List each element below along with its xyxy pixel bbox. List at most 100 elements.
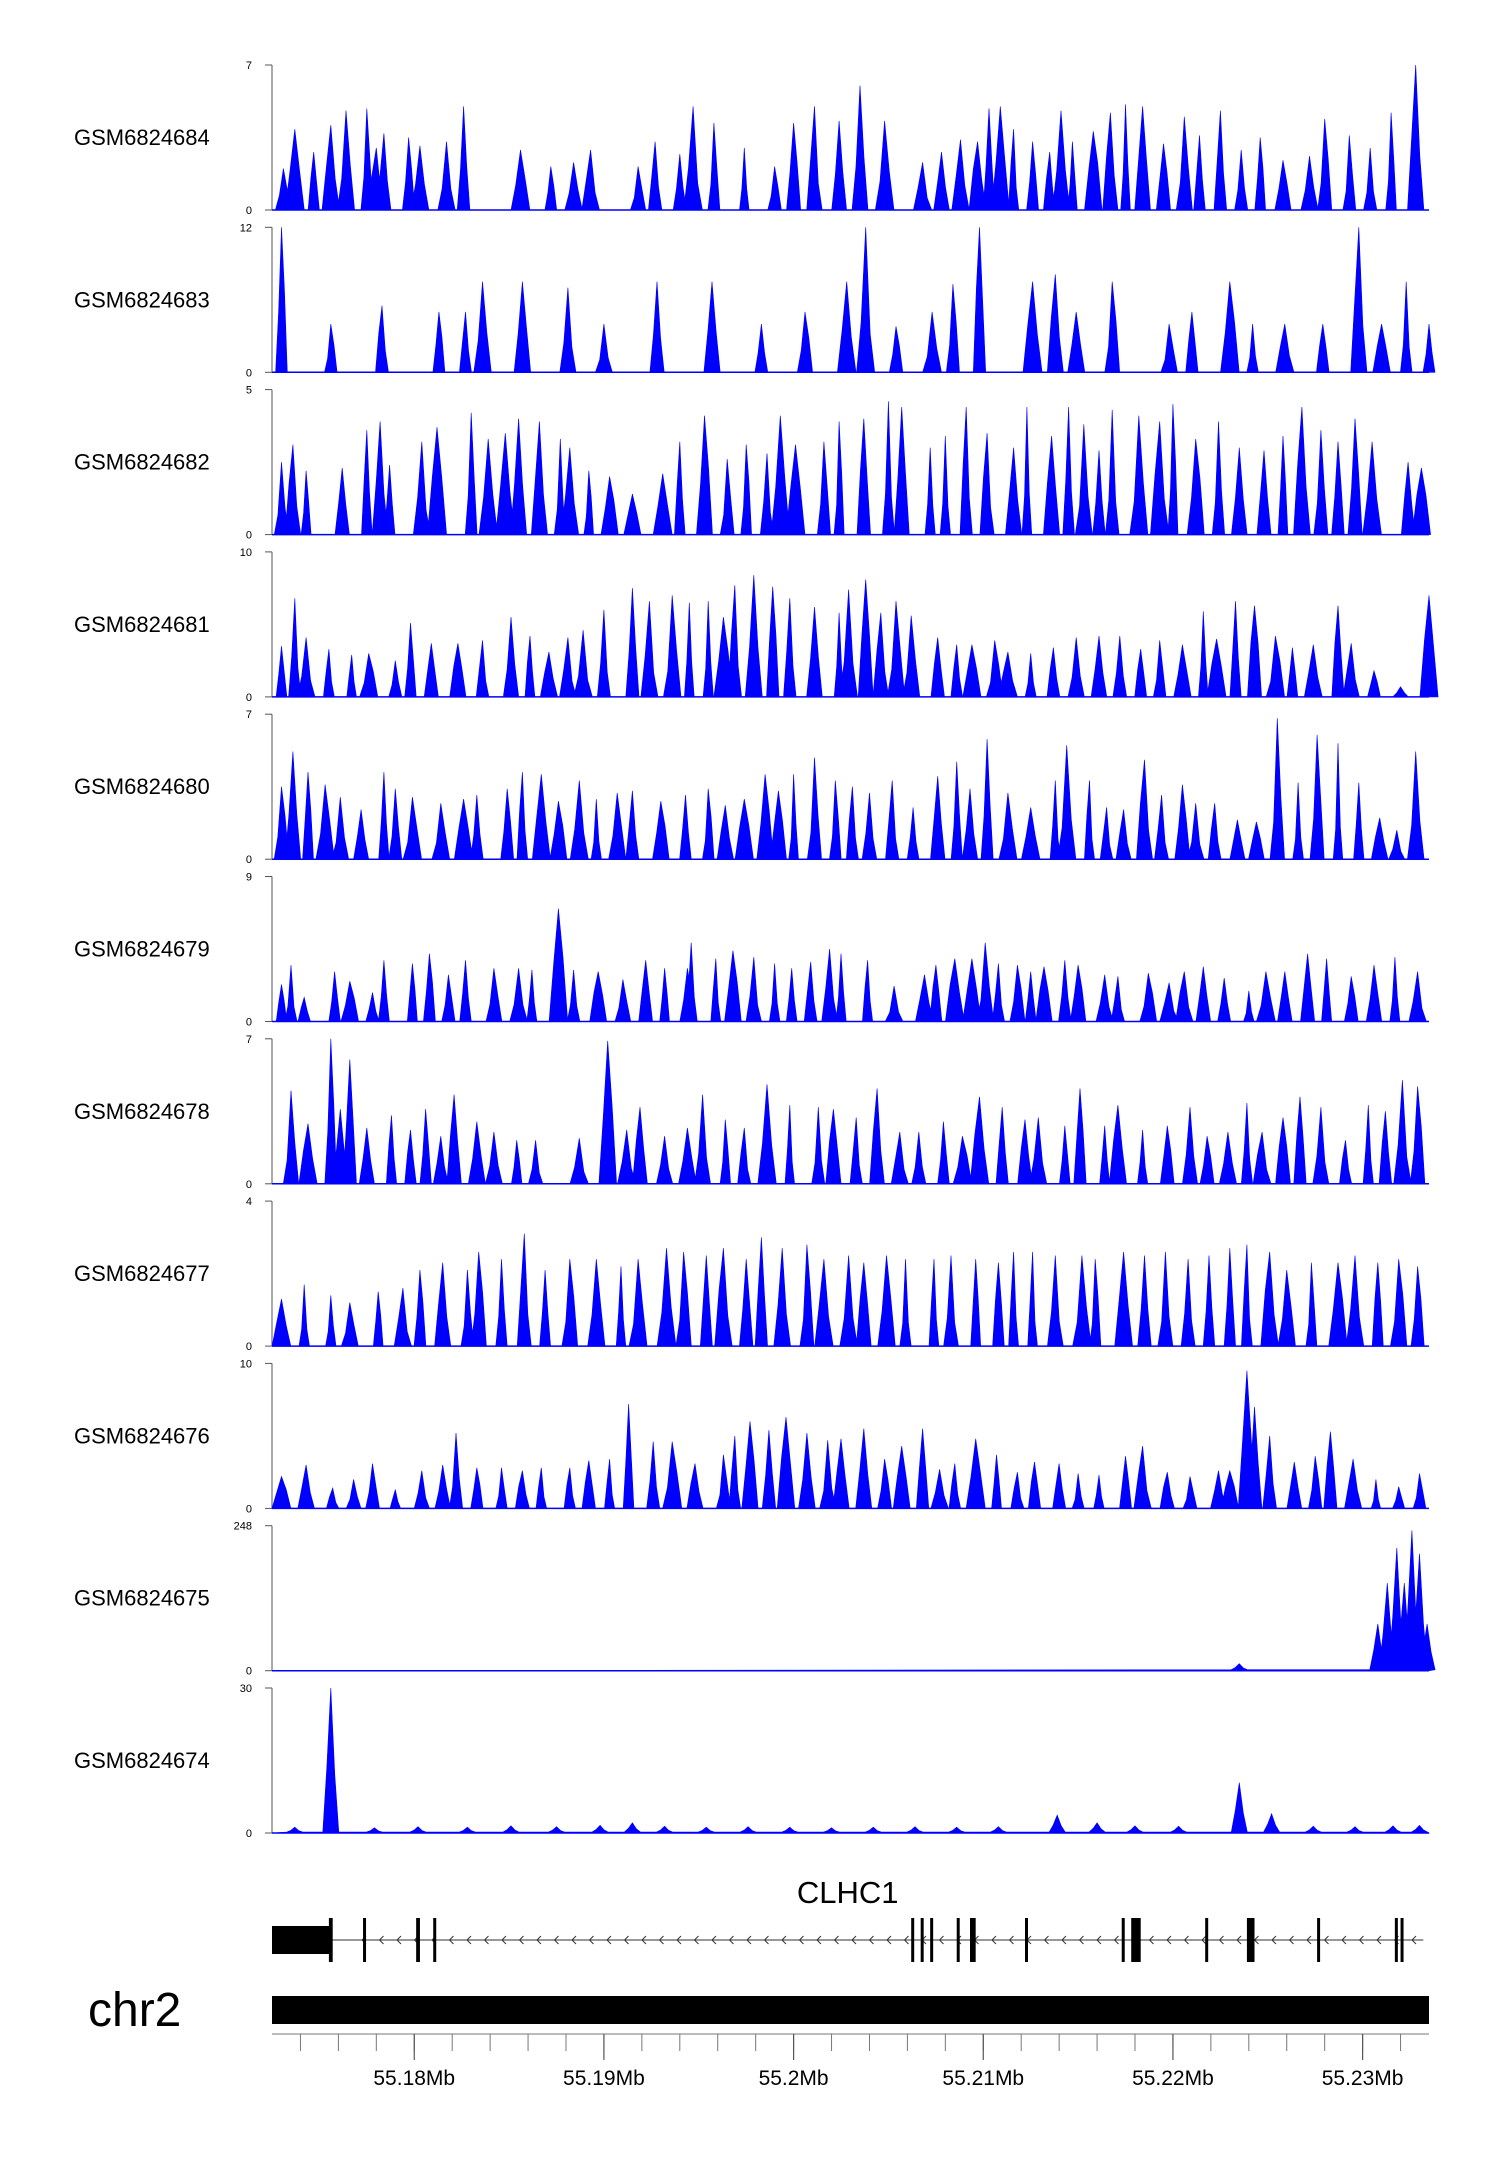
gene-exon xyxy=(1317,1918,1321,1962)
strand-chevron xyxy=(448,1935,454,1945)
strand-chevron xyxy=(588,1935,594,1945)
strand-chevron xyxy=(1166,1935,1172,1945)
track-label: GSM6824676 xyxy=(74,1423,210,1448)
strand-chevron xyxy=(1043,1935,1049,1945)
chromosome-axis: chr2 55.18Mb 55.19Mb 55.2Mb 55.21Mb 55.22Mb 5… xyxy=(88,1984,1429,2090)
y-tick-label-max: 7 xyxy=(246,1034,252,1046)
track-GSM6824680: GSM6824680 7 0 xyxy=(74,709,1429,866)
gene-exon xyxy=(1024,1918,1028,1962)
track-GSM6824681: GSM6824681 10 0 xyxy=(74,547,1439,704)
strand-chevron xyxy=(571,1935,577,1945)
strand-chevron xyxy=(693,1935,699,1945)
strand-chevron xyxy=(536,1935,542,1945)
strand-chevron xyxy=(903,1935,909,1945)
strand-chevron xyxy=(711,1935,717,1945)
strand-chevron xyxy=(1096,1935,1102,1945)
strand-chevron xyxy=(1306,1935,1312,1945)
strand-chevron xyxy=(378,1935,384,1945)
y-tick-label-max: 10 xyxy=(240,1358,252,1370)
x-tick-label: 55.21Mb xyxy=(942,2067,1024,2090)
track-GSM6824678: GSM6824678 7 0 xyxy=(74,1034,1429,1191)
gene-exon xyxy=(416,1918,420,1962)
strand-chevron xyxy=(1341,1935,1347,1945)
strand-chevron xyxy=(868,1935,874,1945)
strand-chevron xyxy=(991,1935,997,1945)
y-tick-label-max: 9 xyxy=(246,872,252,884)
coverage-area xyxy=(271,1530,1436,1671)
track-GSM6824675: GSM6824675 248 0 xyxy=(74,1521,1436,1678)
y-tick-label-min: 0 xyxy=(246,692,252,704)
track-label: GSM6824684 xyxy=(74,125,210,150)
track-label: GSM6824674 xyxy=(74,1748,210,1773)
y-tick-label-min: 0 xyxy=(246,205,252,217)
strand-chevron xyxy=(1288,1935,1294,1945)
coverage-area xyxy=(271,1370,1429,1509)
track-GSM6824674: GSM6824674 30 0 xyxy=(74,1683,1430,1840)
track-label: GSM6824682 xyxy=(74,450,210,475)
track-GSM6824682: GSM6824682 5 0 xyxy=(74,385,1431,542)
coverage-area xyxy=(271,1687,1430,1834)
strand-chevron xyxy=(553,1935,559,1945)
y-tick-label-min: 0 xyxy=(246,854,252,866)
gene-label: CLHC1 xyxy=(797,1875,899,1910)
x-tick-label: 55.2Mb xyxy=(759,2067,829,2090)
strand-chevron xyxy=(1201,1935,1207,1945)
track-label: GSM6824680 xyxy=(74,774,210,799)
coverage-area xyxy=(272,575,1439,698)
y-tick-label-min: 0 xyxy=(246,1341,252,1353)
strand-chevron xyxy=(1376,1935,1382,1945)
strand-chevron xyxy=(501,1935,507,1945)
gene-exon xyxy=(1121,1918,1125,1962)
strand-chevron xyxy=(1236,1935,1242,1945)
strand-chevron xyxy=(833,1935,839,1945)
track-GSM6824677: GSM6824677 4 0 xyxy=(74,1196,1429,1353)
y-tick-label-max: 4 xyxy=(246,1196,252,1208)
coverage-area xyxy=(272,227,1436,373)
y-tick-label-min: 0 xyxy=(246,530,252,542)
strand-chevron xyxy=(816,1935,822,1945)
strand-chevron xyxy=(886,1935,892,1945)
strand-chevron xyxy=(798,1935,804,1945)
strand-chevron xyxy=(746,1935,752,1945)
track-label: GSM6824677 xyxy=(74,1261,210,1286)
gene-exon xyxy=(328,1918,333,1962)
gene-exon xyxy=(1205,1918,1209,1962)
gene-exon xyxy=(272,1926,331,1954)
y-tick-label-max: 10 xyxy=(240,547,252,559)
strand-chevron xyxy=(483,1935,489,1945)
track-label: GSM6824678 xyxy=(74,1099,210,1124)
gene-exon xyxy=(1400,1918,1404,1962)
x-tick-label: 55.22Mb xyxy=(1132,2067,1214,2090)
track-GSM6824683: GSM6824683 12 0 xyxy=(74,222,1436,379)
strand-chevron xyxy=(466,1935,472,1945)
coverage-area xyxy=(272,718,1429,860)
strand-chevron xyxy=(1411,1935,1417,1945)
track-label: GSM6824679 xyxy=(74,937,210,962)
track-GSM6824676: GSM6824676 10 0 xyxy=(74,1358,1429,1515)
strand-chevron xyxy=(1008,1935,1014,1945)
y-tick-label-max: 30 xyxy=(240,1683,252,1695)
strand-chevron xyxy=(396,1935,402,1945)
strand-chevron xyxy=(728,1935,734,1945)
coverage-area xyxy=(272,908,1429,1022)
strand-chevron xyxy=(606,1935,612,1945)
strand-chevron xyxy=(518,1935,524,1945)
strand-chevron xyxy=(1148,1935,1154,1945)
strand-chevron xyxy=(851,1935,857,1945)
strand-chevron xyxy=(763,1935,769,1945)
chromosome-label: chr2 xyxy=(88,1984,181,2037)
y-tick-label-max: 248 xyxy=(234,1521,252,1533)
gene-annotation-track: CLHC1 xyxy=(272,1875,1424,1962)
gene-exon xyxy=(363,1918,367,1962)
y-tick-label-min: 0 xyxy=(246,1017,252,1029)
strand-chevron xyxy=(623,1935,629,1945)
strand-chevron xyxy=(1271,1935,1277,1945)
y-tick-label-max: 7 xyxy=(246,60,252,72)
y-tick-label-min: 0 xyxy=(246,1503,252,1515)
gene-exon xyxy=(930,1918,934,1962)
y-tick-label-min: 0 xyxy=(246,1179,252,1191)
strand-chevron xyxy=(1183,1935,1189,1945)
strand-chevron xyxy=(1078,1935,1084,1945)
gene-exon xyxy=(1246,1918,1255,1962)
strand-chevron xyxy=(1358,1935,1364,1945)
